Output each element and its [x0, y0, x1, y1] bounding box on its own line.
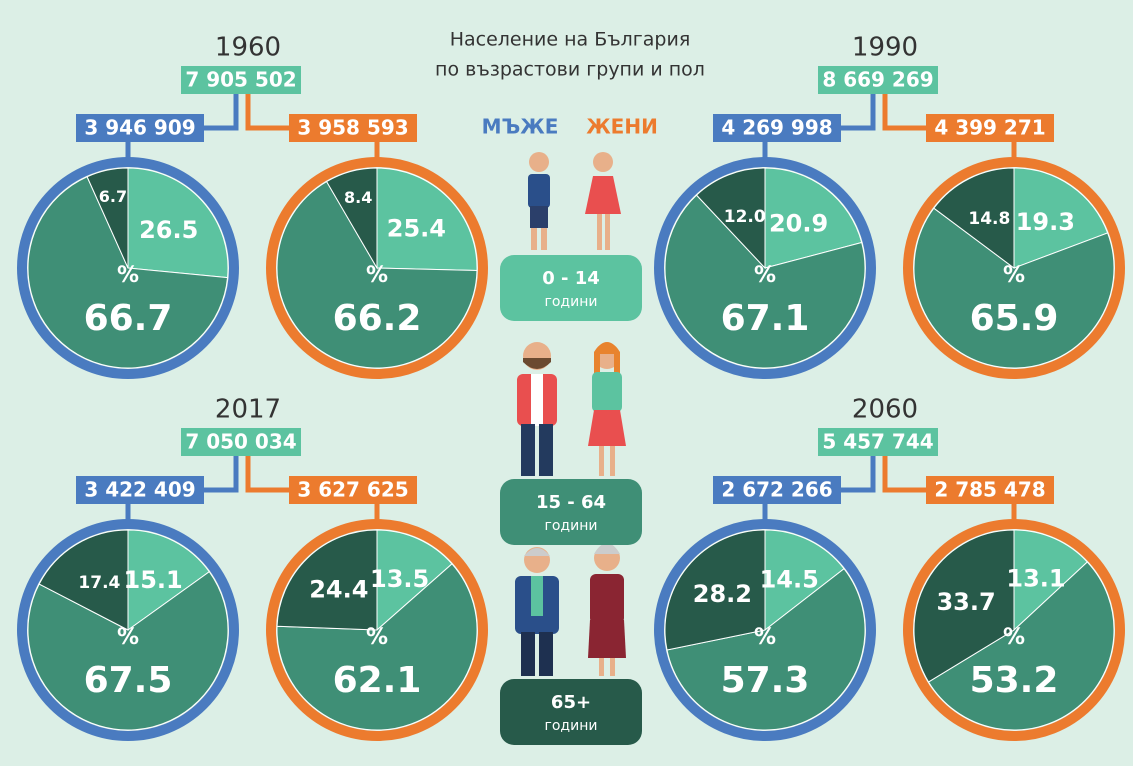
pie-value-label: 66.2 — [333, 298, 422, 339]
percent-sign: % — [366, 625, 388, 650]
age-group-range: 65+ — [551, 692, 591, 713]
pie-value-label: 6.7 — [99, 187, 127, 206]
age-group-unit: години — [545, 718, 598, 734]
title-line: по възрастови групи и пол — [435, 59, 705, 81]
age-group-unit: години — [545, 518, 598, 534]
pie-value-label: 17.4 — [78, 573, 120, 593]
gender-total: 4 399 271 — [934, 116, 1045, 140]
gender-total: 3 958 593 — [297, 116, 408, 140]
age-group-range: 15 - 64 — [536, 492, 606, 513]
gender-total: 2 672 266 — [721, 478, 832, 502]
pie-value-label: 19.3 — [1016, 208, 1075, 236]
pie-value-label: 14.5 — [760, 566, 819, 594]
pie-value-label: 57.3 — [721, 660, 810, 701]
pie-value-label: 8.4 — [344, 188, 372, 207]
pie-value-label: 13.1 — [1006, 565, 1065, 593]
gender-total: 3 627 625 — [297, 478, 408, 502]
percent-sign: % — [1003, 625, 1025, 650]
pie-value-label: 53.2 — [970, 660, 1059, 701]
year: 1960 — [215, 33, 281, 63]
gender-total: 3 422 409 — [84, 478, 195, 502]
infographic: Население на България по възрастови груп… — [0, 0, 1133, 766]
pie-value-label: 28.2 — [693, 580, 752, 608]
gender-total: 2 785 478 — [934, 478, 1045, 502]
percent-sign: % — [754, 625, 776, 650]
pie-value-label: 65.9 — [970, 298, 1059, 339]
total: 5 457 744 — [822, 430, 933, 454]
gender-total: 3 946 909 — [84, 116, 195, 140]
age-group-range: 0 - 14 — [542, 268, 600, 289]
pie-value-label: 14.8 — [968, 209, 1010, 229]
pie-value-label: 62.1 — [333, 660, 422, 701]
percent-sign: % — [754, 263, 776, 288]
pie-value-label: 33.7 — [936, 588, 995, 616]
pie-value-label: 15.1 — [124, 566, 183, 594]
pie-value-label: 24.4 — [309, 575, 368, 603]
total: 7 905 502 — [185, 68, 296, 92]
pie-value-label: 66.7 — [84, 298, 173, 339]
year: 2060 — [852, 395, 918, 425]
percent-sign: % — [1003, 263, 1025, 288]
pie-value-label: 67.1 — [721, 298, 810, 339]
year: 1990 — [852, 33, 918, 63]
percent-sign: % — [366, 263, 388, 288]
total: 7 050 034 — [185, 430, 296, 454]
percent-sign: % — [117, 625, 139, 650]
pie-value-label: 26.5 — [139, 216, 198, 244]
gender-total: 4 269 998 — [721, 116, 832, 140]
legend-men: МЪЖЕ — [482, 115, 559, 139]
title-line: Население на България — [450, 29, 691, 51]
legend-women: ЖЕНИ — [586, 115, 658, 139]
year: 2017 — [215, 395, 281, 425]
pie-value-label: 20.9 — [769, 209, 828, 237]
age-group-unit: години — [545, 294, 598, 310]
pie-value-label: 67.5 — [84, 660, 173, 701]
total: 8 669 269 — [822, 68, 933, 92]
pie-value-label: 12.0 — [724, 207, 766, 227]
pie-value-label: 25.4 — [387, 215, 446, 243]
percent-sign: % — [117, 263, 139, 288]
pie-value-label: 13.5 — [370, 565, 429, 593]
